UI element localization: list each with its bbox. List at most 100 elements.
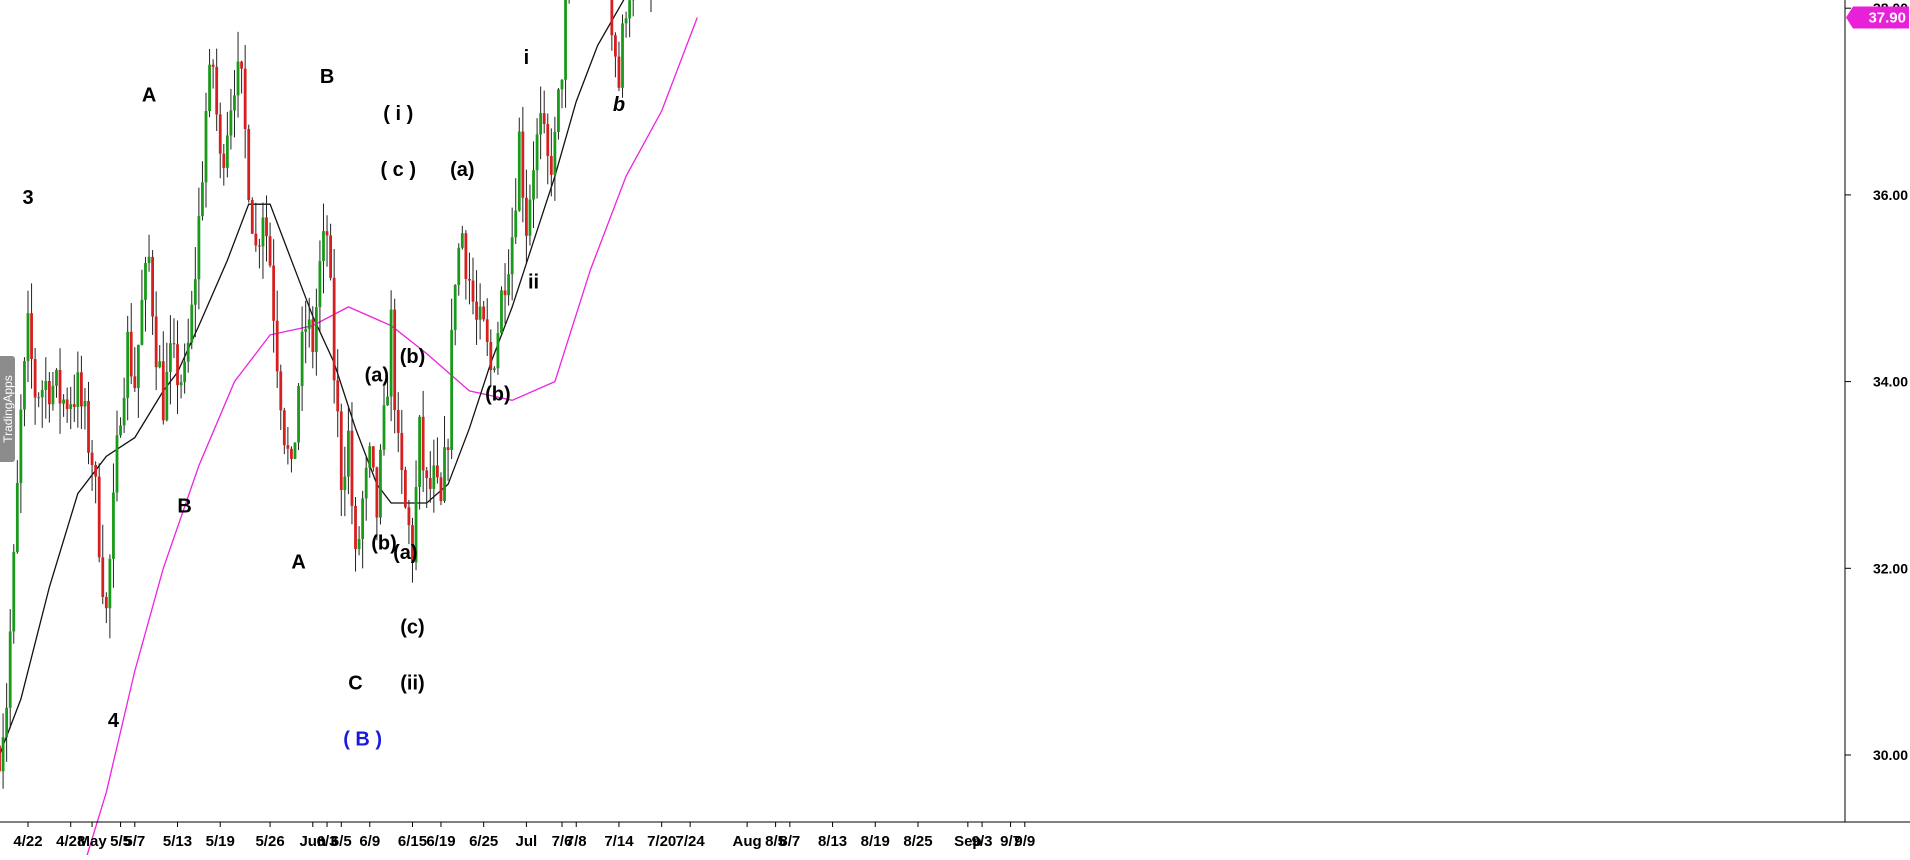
x-tick-label: May [77,833,107,850]
candle-body [41,390,44,397]
wave-label: 3 [22,187,33,209]
candle-body [336,380,339,411]
candle-body [614,35,617,56]
candle-body [368,446,371,468]
candle-body [326,231,329,235]
candle-body [436,465,439,477]
candle-body [489,342,492,370]
candle-body [148,257,151,263]
wave-label: ( i ) [383,103,413,125]
candle-body [91,453,94,465]
candle-body [272,266,275,321]
x-tick-label: 6/5 [331,833,352,850]
candle-body [155,316,158,367]
candle-body [457,248,460,285]
x-tick-label: 7/14 [604,833,634,850]
candle-body [76,372,79,407]
candle-body [183,362,186,382]
candle-body [610,0,613,35]
watermark-text: TradingApps [1,375,15,443]
candle-body [511,237,514,274]
candle-body [87,401,90,453]
candle-body [340,411,343,490]
x-tick-label: 6/25 [469,833,498,850]
candle-body [621,23,624,87]
y-tick-label: 34.00 [1873,374,1908,390]
candle-body [201,182,204,216]
x-tick-label: 8/7 [779,833,800,850]
candle-body [536,134,539,170]
candle-body [23,361,26,409]
candle-body [461,233,464,248]
candle-body [144,263,147,300]
candle-body [141,300,144,345]
candle-body [319,261,322,307]
candle-body [354,506,357,549]
candle-body [297,386,300,442]
x-tick-label: 8/19 [861,833,890,850]
candle-body [497,333,500,368]
candle-body [482,307,485,320]
candle-body [464,233,467,279]
wave-label: b [613,94,625,116]
y-tick-label: 30.00 [1873,747,1908,763]
candle-body [173,343,176,344]
candle-body [625,18,628,23]
candle-body [258,246,261,247]
candle-body [486,319,489,342]
candlesticks [0,0,699,789]
wave-label: B [177,495,191,517]
candle-body [450,330,453,450]
candle-body [116,435,119,492]
candle-body [400,433,403,470]
candle-body [233,95,236,110]
candle-body [158,361,161,367]
candle-body [543,113,546,124]
candle-body [286,445,289,449]
candle-body [475,302,478,320]
candle-body [12,552,15,631]
x-tick-label: 5/7 [124,833,145,850]
candle-body [151,257,154,317]
candle-body [539,113,542,134]
candle-body [265,217,268,236]
candle-body [19,409,22,482]
candle-body [532,170,535,199]
candle-body [5,708,8,737]
candle-body [276,321,279,372]
wave-label: C [348,673,362,695]
candle-body [443,447,446,501]
candle-body [240,62,243,69]
candle-body [16,483,19,552]
price-tag-label: 37.90 [1868,10,1906,27]
candle-body [425,470,428,478]
candle-body [244,69,247,129]
candle-body [0,746,1,772]
ma-black-line [0,0,697,755]
candle-body [283,410,286,445]
wave-label: (a) [365,365,389,387]
candle-body [333,278,336,380]
candle-body [432,465,435,488]
candle-body [365,468,368,499]
y-tick-label: 36.00 [1873,187,1908,203]
candle-body [564,0,567,80]
candle-body [304,329,307,332]
candle-body [397,410,400,433]
candle-body [176,344,179,385]
x-tick-label: 6/15 [398,833,427,850]
candle-body [361,498,364,539]
x-tick-label: Jul [516,833,538,850]
candle-body [521,132,524,198]
candle-body [169,343,172,372]
candle-body [618,57,621,88]
candle-body [383,405,386,450]
x-tick-label: 8/13 [818,833,847,850]
candle-body [137,345,140,388]
candle-body [80,372,83,406]
candle-body [126,332,129,398]
